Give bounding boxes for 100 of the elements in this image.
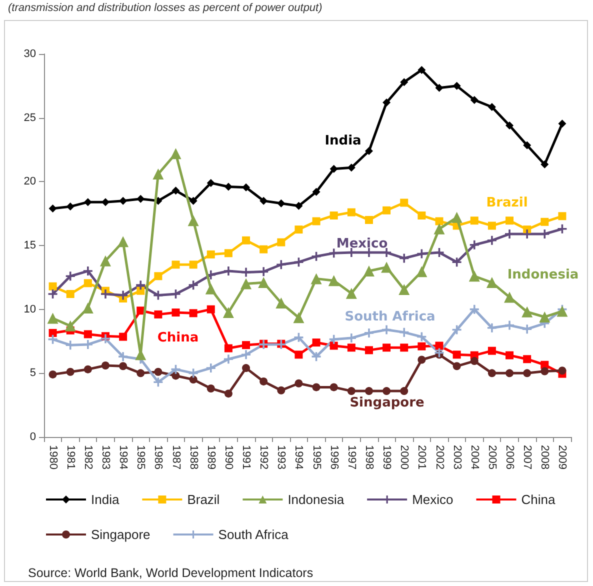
- x-tick-label: 2002: [433, 445, 446, 470]
- point: [558, 224, 567, 234]
- y-tick-label: 30: [24, 48, 36, 60]
- point: [224, 354, 233, 364]
- point: [294, 226, 303, 234]
- point: [468, 270, 480, 282]
- point: [540, 367, 549, 376]
- x-tick-label: 2003: [450, 445, 463, 470]
- point: [48, 290, 58, 299]
- annotation: China: [157, 330, 199, 346]
- point: [260, 377, 268, 386]
- x-tick-label: 1988: [187, 445, 200, 470]
- point: [470, 357, 478, 366]
- point: [118, 352, 128, 362]
- point: [506, 351, 514, 360]
- x-tick-label: 1985: [134, 445, 147, 470]
- point: [84, 198, 92, 206]
- point: [48, 370, 57, 378]
- point: [364, 328, 374, 338]
- point: [277, 386, 286, 394]
- point: [100, 255, 111, 266]
- point: [277, 199, 286, 208]
- x-tick-label: 1983: [99, 445, 112, 470]
- point: [189, 260, 198, 269]
- point: [487, 236, 496, 245]
- point: [435, 342, 444, 350]
- point: [136, 369, 145, 378]
- point: [558, 120, 566, 128]
- point: [382, 325, 392, 334]
- point: [242, 236, 250, 244]
- x-tick-label: 2001: [416, 445, 428, 470]
- x-tick-label: 1995: [310, 445, 322, 470]
- point: [346, 288, 357, 299]
- point: [171, 290, 180, 299]
- point: [400, 328, 409, 337]
- point: [206, 305, 215, 314]
- point: [470, 304, 479, 314]
- point: [240, 278, 252, 290]
- point: [364, 147, 373, 156]
- point: [294, 258, 304, 267]
- point: [330, 342, 338, 350]
- legend-label: India: [91, 492, 120, 507]
- point: [488, 346, 496, 355]
- x-tick-label: 2007: [521, 445, 534, 470]
- point: [452, 82, 461, 90]
- point: [188, 280, 198, 290]
- point: [242, 183, 250, 192]
- point: [382, 344, 391, 352]
- point: [66, 272, 75, 281]
- point: [381, 262, 392, 273]
- point: [435, 84, 444, 92]
- point: [48, 204, 57, 212]
- point: [64, 320, 76, 332]
- point: [101, 362, 110, 370]
- x-tick-label: 1999: [380, 445, 393, 470]
- point: [294, 202, 303, 210]
- point: [152, 168, 164, 180]
- x-tick-label: 1993: [275, 445, 288, 470]
- point: [242, 341, 250, 350]
- point: [470, 216, 478, 225]
- point: [189, 309, 198, 318]
- point: [523, 355, 532, 364]
- point: [470, 96, 478, 104]
- point: [452, 362, 461, 370]
- point: [172, 372, 180, 380]
- point: [558, 212, 566, 220]
- point: [329, 334, 338, 344]
- annotation: Indonesia: [507, 268, 579, 282]
- point: [119, 332, 128, 341]
- point: [506, 369, 514, 378]
- point: [470, 240, 479, 250]
- point: [540, 218, 549, 226]
- point: [119, 362, 128, 370]
- point: [189, 376, 198, 384]
- point: [364, 346, 373, 354]
- point: [312, 252, 321, 261]
- point: [330, 383, 338, 392]
- y-tick-label: 15: [24, 240, 36, 252]
- point: [258, 277, 270, 288]
- x-tick-label: 1986: [152, 445, 164, 470]
- x-tick-label: 2004: [468, 445, 480, 470]
- source-note: Source: World Bank, World Development Indicators: [28, 566, 314, 580]
- point: [260, 245, 268, 254]
- point: [558, 366, 566, 375]
- point: [100, 290, 110, 299]
- point: [418, 356, 426, 364]
- point: [416, 266, 428, 278]
- point: [382, 206, 391, 214]
- point: [347, 208, 356, 216]
- annotation: Mexico: [336, 236, 388, 252]
- point: [294, 350, 303, 359]
- point: [294, 379, 303, 388]
- point: [330, 212, 338, 220]
- point: [556, 306, 568, 317]
- x-tick-label: 1987: [170, 445, 182, 470]
- y-tick-label: 10: [24, 303, 36, 316]
- x-tick-label: 2005: [486, 445, 498, 470]
- point: [154, 368, 162, 376]
- point: [398, 284, 410, 296]
- point: [487, 323, 496, 332]
